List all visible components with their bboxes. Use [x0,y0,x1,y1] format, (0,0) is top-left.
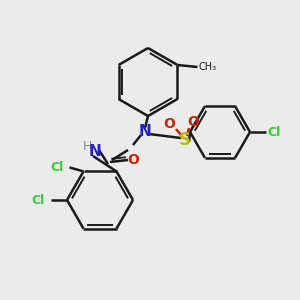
Text: Cl: Cl [50,161,64,174]
Text: Cl: Cl [32,194,45,206]
Text: CH₃: CH₃ [198,62,217,72]
Text: H: H [82,140,92,152]
Text: N: N [139,124,152,140]
Text: O: O [187,115,199,129]
Text: O: O [163,117,175,131]
Text: S: S [179,131,191,149]
Text: O: O [127,153,139,167]
Text: Cl: Cl [267,125,280,139]
Text: N: N [88,145,101,160]
